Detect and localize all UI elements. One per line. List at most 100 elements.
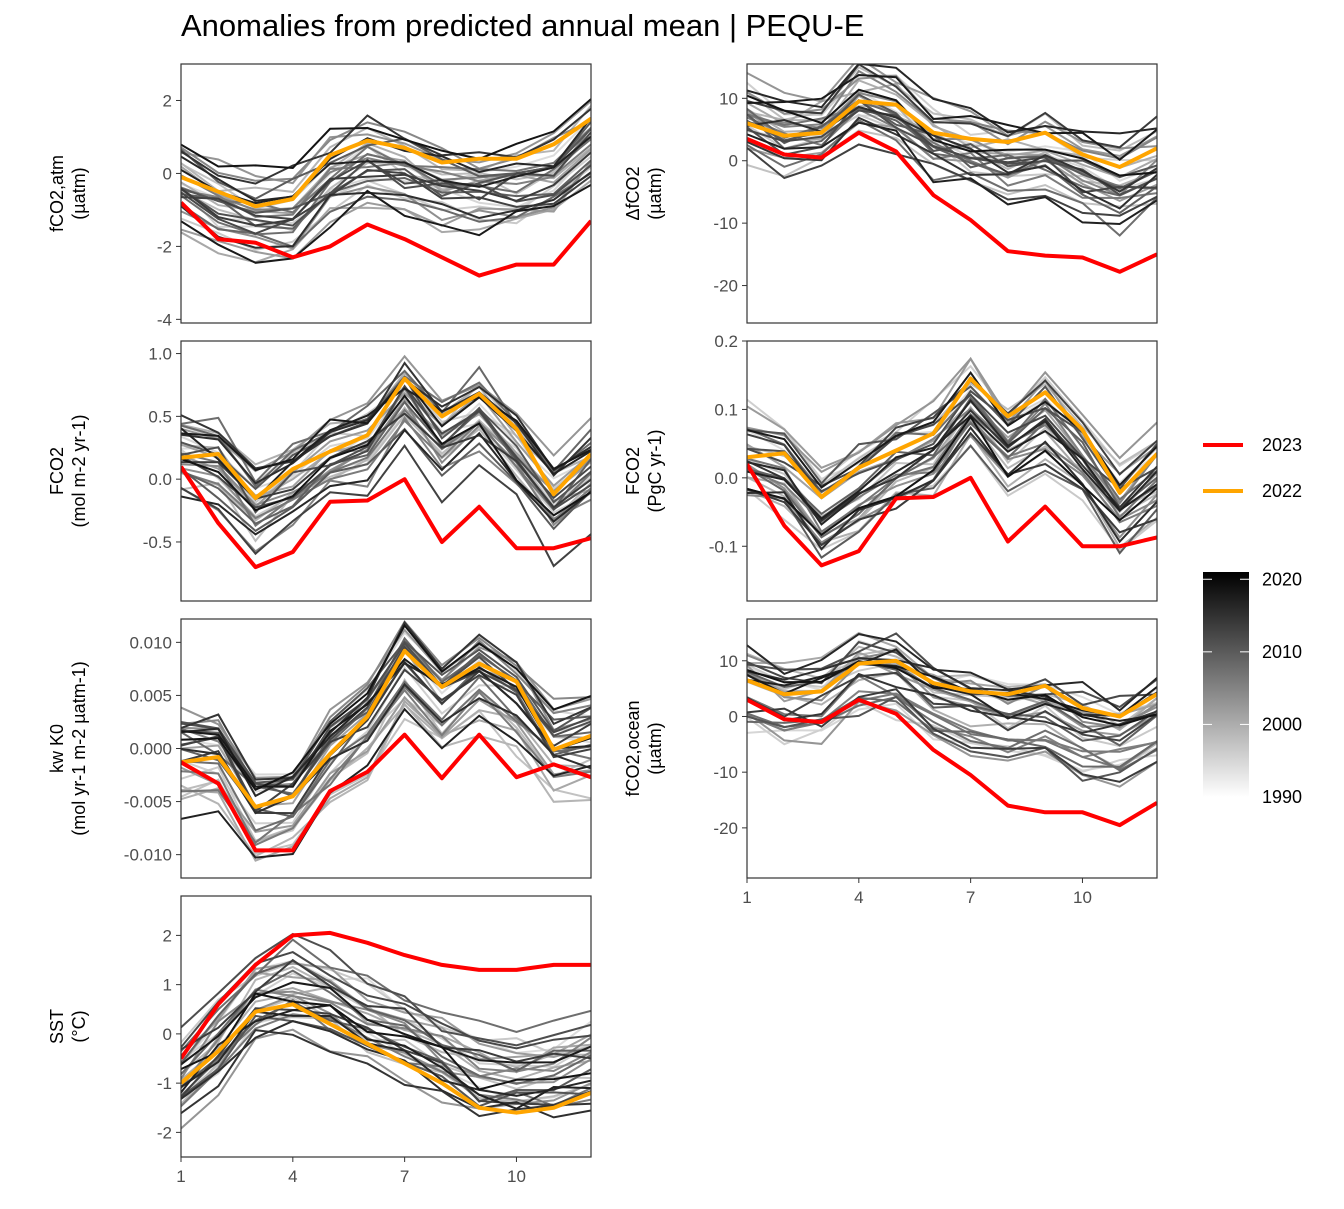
y-axis-label: kw K0 (mol yr-1 m-2 µatm-1) [47,661,89,835]
year-line-2017 [747,105,1157,210]
background-year-lines [747,356,1157,560]
y-tick-label: 1.0 [148,345,172,364]
y-axis-label: FCO2 (PgC yr-1) [623,429,665,512]
year-line-2019 [181,135,591,205]
year-line-2008 [181,172,591,248]
year-line-2009 [181,959,591,1072]
panel-frame [180,340,592,602]
year-line-2010 [747,444,1157,560]
year-line-1998 [747,631,1157,732]
y-tick-label: 0.000 [129,740,172,759]
series-2022-fco2_ocean [747,658,1157,719]
legend: 2023 2022 2020 2010 2000 1990 [1203,435,1302,807]
year-line-2016 [747,409,1157,522]
year-line-2015 [747,688,1157,783]
year-line-2006 [181,408,591,528]
y-tick-label: -2 [157,237,172,256]
y-tick-label: 0.5 [148,407,172,426]
year-line-2007 [181,675,591,832]
year-line-2021 [181,992,591,1091]
background-year-lines [747,64,1157,237]
x-tick-label: 10 [1073,888,1092,907]
series-2023-fco2_flux_total [747,463,1157,568]
colorbar [1203,572,1249,797]
y-tick-label: 0.2 [714,332,738,351]
x-tick-label: 1 [742,888,751,907]
y-tick-label: -2 [157,1123,172,1142]
y-tick-label: 0 [729,707,738,726]
year-line-2019 [181,707,591,859]
year-line-2014 [181,443,591,568]
year-line-2021 [181,98,591,170]
panel-kw_k0: -0.010 -0.005 0.000 0.005 0.010 kw K0 (mol yr-… [47,618,592,879]
year-line-2016 [181,361,591,478]
y-tick-label: 0 [729,152,738,171]
year-line-2010 [181,427,591,533]
year-line-2009 [181,159,591,230]
year-line-2015 [747,64,1157,149]
year-line-2001 [747,356,1157,474]
year-line-2016 [747,672,1157,734]
year-line-2014 [181,168,591,221]
year-line-2019 [747,121,1157,226]
y-tick-label: 0 [163,1025,172,1044]
background-year-lines [181,932,591,1130]
year-line-2018 [747,633,1157,712]
series-2023-delta_fco2 [747,130,1157,274]
year-line-2021 [181,623,591,791]
series-2022-delta_fco2 [747,99,1157,169]
year-line-2009 [747,106,1157,215]
y-tick-label: 0.005 [129,686,172,705]
year-line-2001 [747,700,1157,788]
x-tick-label: 4 [288,1167,297,1186]
series-2023-kw_k0 [181,732,591,853]
y-tick-label: 10 [719,89,738,108]
year-line-2016 [181,1029,591,1118]
year-line-2002 [181,161,591,250]
year-line-2017 [181,171,591,249]
series-2022-kw_k0 [181,648,591,809]
year-line-2020 [181,184,591,264]
y-tick-label: -1 [157,1074,172,1093]
y-tick-label: -0.005 [124,793,172,812]
series-2023-fco2_flux_area [181,465,591,570]
y-tick-label: -20 [713,277,738,296]
year-line-2015 [181,151,591,227]
panel-frame [180,63,592,324]
year-line-2019 [181,1004,591,1110]
chart-title: Anomalies from predicted annual mean | P… [181,8,865,43]
year-line-2011 [181,128,591,214]
panel-fco2_atm: -4 -2 0 2 fCO2,atm (µatm) [47,63,592,329]
year-line-2017 [747,426,1157,551]
y-axis-label: FCO2 (mol m-2 yr-1) [47,415,89,528]
y-tick-label: 0.0 [714,469,738,488]
year-line-2021 [181,394,591,517]
y-tick-label: -10 [713,763,738,782]
year-line-1995 [181,677,591,842]
year-line-2021 [747,88,1157,177]
year-line-2017 [747,657,1157,718]
y-tick-label: -4 [157,310,172,329]
x-tick-label: 7 [966,888,975,907]
year-line-1993 [181,166,591,251]
panel-fco2_flux_total: -0.1 0.0 0.1 0.2 FCO2 (PgC yr-1) [623,332,1158,602]
y-axis-label: SST (°C) [47,1009,89,1044]
year-line-1992 [747,364,1157,482]
year-line-2018 [747,64,1157,135]
background-year-lines [181,354,591,568]
background-year-lines [181,98,591,264]
year-line-2014 [747,671,1157,742]
year-line-2021 [747,414,1157,537]
year-line-2015 [181,958,591,1063]
series-2022-fco2_flux_area [181,376,591,500]
y-tick-label: -0.010 [124,846,172,865]
series-2022-fco2_flux_total [747,376,1157,499]
panel-sst: -2 -1 0 1 2 1 4 7 10 SST (°C) [47,895,592,1186]
y-tick-label: -0.1 [709,537,738,556]
x-tick-label: 7 [400,1167,409,1186]
year-line-2019 [747,414,1157,520]
year-line-2018 [181,428,591,536]
panel-fco2_ocean: -20 -10 0 10 1 4 7 10 fCO2,ocean (µatm) [623,618,1158,907]
year-line-2001 [181,100,591,185]
